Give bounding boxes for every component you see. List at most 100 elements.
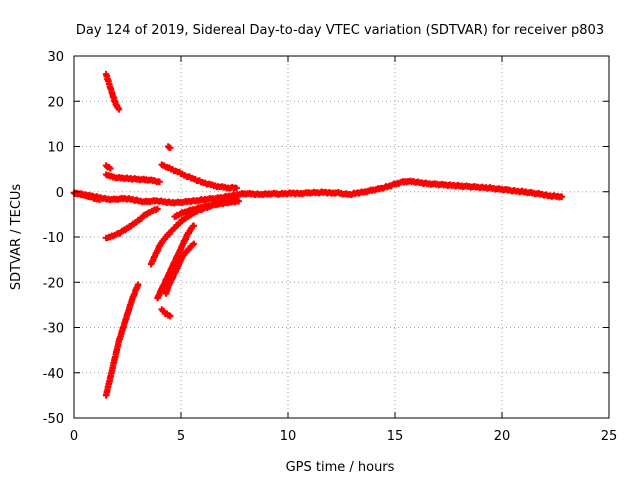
data-point	[353, 189, 360, 197]
data-point	[158, 285, 165, 293]
data-point	[520, 188, 527, 195]
data-point	[105, 383, 112, 390]
data-point	[411, 178, 418, 185]
y-tick-label: 0	[56, 186, 64, 201]
data-point	[120, 324, 127, 331]
data-point	[199, 196, 206, 204]
data-point	[500, 186, 508, 193]
x-tick-label: 20	[494, 429, 511, 444]
series-arc-7	[103, 282, 141, 398]
data-point	[135, 197, 142, 204]
data-point	[141, 198, 148, 205]
data-point	[494, 185, 501, 193]
y-tick-label: 20	[47, 95, 64, 110]
data-point	[269, 190, 277, 197]
data-point	[182, 236, 189, 243]
x-tick-label: 25	[601, 429, 618, 444]
data-point	[398, 179, 405, 186]
data-point	[233, 184, 240, 192]
data-point	[216, 183, 223, 190]
data-point	[222, 199, 230, 206]
y-tick-label: 30	[47, 50, 64, 65]
data-point	[156, 242, 163, 250]
axis-ticks: 0 5 10 15 20 25 -50 -40 -30 -20 -10 0 10 20 30	[43, 50, 618, 444]
data-point	[154, 197, 161, 204]
data-point	[158, 306, 165, 313]
data-point	[190, 206, 198, 213]
data-point	[173, 254, 180, 261]
x-tick-label: 0	[70, 429, 78, 444]
data-point	[545, 192, 553, 200]
data-point	[152, 251, 159, 259]
data-point	[105, 77, 112, 85]
y-tick-label: -20	[43, 276, 64, 291]
data-point	[117, 331, 125, 338]
data-point	[175, 260, 183, 268]
data-point	[164, 231, 172, 238]
data-point	[488, 184, 495, 192]
data-point	[115, 195, 123, 203]
data-point	[391, 180, 399, 188]
data-point	[147, 198, 155, 205]
data-point	[171, 224, 178, 232]
data-point	[128, 297, 135, 304]
data-point	[107, 173, 114, 180]
data-point	[184, 231, 191, 238]
data-point	[229, 198, 236, 205]
data-point	[145, 209, 153, 216]
data-point	[107, 233, 114, 241]
x-tick-label: 15	[387, 429, 404, 444]
y-tick-label: -40	[43, 367, 64, 382]
data-point	[156, 178, 163, 185]
data-point	[132, 219, 140, 226]
data-point	[167, 279, 174, 286]
y-tick-label: -30	[43, 322, 64, 337]
data-point	[263, 190, 270, 198]
data-point	[162, 310, 170, 318]
y-axis-label: SDTVAR / TECUs	[9, 184, 24, 291]
data-point	[449, 182, 456, 189]
data-point	[128, 222, 135, 229]
data-point	[385, 183, 392, 190]
data-point	[171, 213, 178, 220]
data-point	[149, 207, 157, 214]
data-point	[237, 190, 245, 198]
data-point	[177, 245, 185, 252]
data-point	[154, 294, 161, 302]
data-point	[321, 189, 328, 196]
data-point	[130, 291, 138, 299]
data-point	[156, 290, 163, 297]
data-point	[507, 187, 514, 194]
data-point	[160, 236, 168, 243]
data-point	[235, 198, 242, 205]
data-point	[132, 175, 140, 183]
data-point	[132, 286, 140, 293]
data-point	[224, 184, 232, 191]
data-point	[177, 210, 185, 217]
data-point	[137, 215, 144, 223]
data-point	[122, 317, 129, 324]
data-point	[139, 176, 146, 183]
data-point	[314, 189, 322, 196]
data-point	[244, 190, 251, 197]
data-point	[169, 263, 176, 270]
data-point	[111, 355, 118, 363]
data-point	[179, 240, 187, 247]
data-point	[436, 181, 444, 188]
data-point	[430, 180, 437, 188]
data-point	[113, 346, 120, 354]
data-point	[164, 164, 172, 171]
data-point	[207, 181, 215, 189]
data-point	[190, 240, 198, 247]
data-markers	[70, 70, 566, 399]
data-point	[167, 144, 174, 152]
data-point	[256, 191, 264, 198]
data-point	[558, 193, 566, 200]
data-point	[115, 230, 123, 237]
data-point	[179, 216, 187, 224]
data-point	[87, 193, 95, 201]
data-point	[164, 272, 172, 279]
data-point	[126, 175, 133, 182]
